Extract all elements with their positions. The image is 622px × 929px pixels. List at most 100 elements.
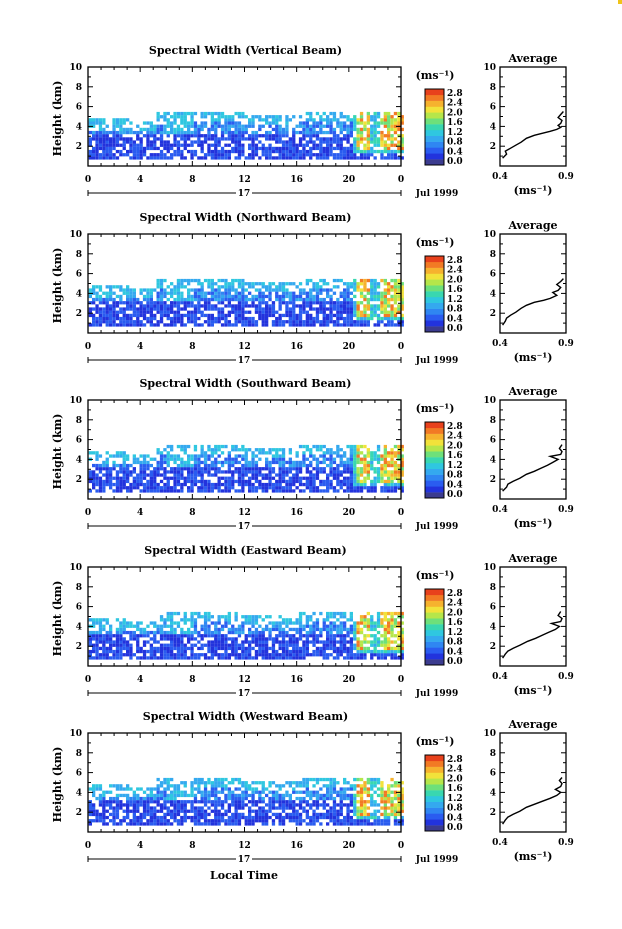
heatmap-cell xyxy=(248,146,252,151)
heatmap-cell xyxy=(200,291,204,295)
heatmap-cell xyxy=(153,301,157,305)
heatmap-cell xyxy=(132,819,136,823)
heatmap-cell xyxy=(268,482,272,487)
heatmap-cell xyxy=(132,467,136,471)
heatmap-cell xyxy=(163,624,167,628)
heatmap-cell xyxy=(146,130,150,135)
heatmap-cell xyxy=(281,640,286,644)
heatmap-cell xyxy=(332,115,337,119)
heatmap-cell xyxy=(237,153,242,157)
heatmap-cell xyxy=(112,130,116,135)
heatmap-cell xyxy=(332,118,337,122)
heatmap-cell xyxy=(397,486,401,490)
heatmap-cell xyxy=(251,454,255,458)
heatmap-cell xyxy=(326,313,330,318)
heatmap-cell xyxy=(105,630,109,635)
heatmap-cell xyxy=(254,470,259,474)
heatmap-cell xyxy=(231,288,235,292)
heatmap-cell xyxy=(373,470,377,474)
heatmap-cell xyxy=(105,790,109,794)
heatmap-cell xyxy=(326,486,330,490)
heatmap-cell xyxy=(146,460,150,465)
heatmap-cell xyxy=(326,653,330,657)
heatmap-cell xyxy=(197,473,201,477)
x-tick-label: 4 xyxy=(137,675,143,685)
heatmap-cell xyxy=(126,649,130,654)
heatmap-cell xyxy=(329,149,333,154)
heatmap-cell xyxy=(98,153,103,157)
heatmap-cell xyxy=(227,646,231,651)
heatmap-cell xyxy=(187,313,191,318)
heatmap-cell xyxy=(353,149,357,154)
heatmap-cell xyxy=(146,301,150,305)
heatmap-cell xyxy=(122,146,126,151)
heatmap-cell xyxy=(281,294,286,299)
heatmap-cell xyxy=(241,624,245,628)
heatmap-cell xyxy=(370,137,374,141)
heatmap-cell xyxy=(237,787,242,791)
heatmap-cell xyxy=(285,310,289,314)
x-tick-label: 0 xyxy=(85,342,91,352)
heatmap-cell xyxy=(295,143,299,147)
heatmap-cell xyxy=(214,143,218,147)
heatmap-cell xyxy=(275,656,279,660)
heatmap-cell xyxy=(387,630,391,635)
heatmap-cell xyxy=(136,627,140,632)
heatmap-cell xyxy=(102,297,106,302)
heatmap-cell xyxy=(234,815,238,820)
heatmap-cell xyxy=(210,646,214,651)
heatmap-cell xyxy=(288,643,292,647)
heatmap-cell xyxy=(275,621,279,625)
heatmap-cell xyxy=(366,611,370,616)
heatmap-cell xyxy=(180,153,184,157)
heatmap-cell xyxy=(224,313,228,318)
heatmap-cell xyxy=(146,793,150,798)
heatmap-cell xyxy=(393,489,398,493)
heatmap-cell xyxy=(224,121,228,125)
average-profile-line xyxy=(502,278,564,326)
heatmap-cell xyxy=(278,489,282,493)
heatmap-cell xyxy=(322,470,326,474)
heatmap-cell xyxy=(312,153,316,157)
heatmap-cell xyxy=(305,467,309,471)
heatmap-cell xyxy=(217,460,221,465)
heatmap-cell xyxy=(329,473,333,477)
heatmap-cell xyxy=(353,653,357,657)
heatmap-cell xyxy=(343,146,347,151)
heatmap-cell xyxy=(220,460,225,465)
heatmap-cell xyxy=(166,787,170,791)
heatmap-cell xyxy=(227,630,231,635)
heatmap-cell xyxy=(146,146,150,151)
heatmap-cell xyxy=(376,149,381,154)
heatmap-cell xyxy=(153,634,157,638)
heatmap-cell xyxy=(190,618,194,622)
heatmap-cell xyxy=(95,473,99,477)
heatmap-cell xyxy=(193,127,198,132)
heatmap-cell xyxy=(190,156,194,160)
heatmap-cell xyxy=(139,460,143,465)
heatmap-cell xyxy=(183,803,187,807)
heatmap-cell xyxy=(393,294,398,299)
heatmap-cell xyxy=(193,787,198,791)
heatmap-cell xyxy=(315,470,320,474)
heatmap-cell xyxy=(349,467,353,471)
heatmap-cell xyxy=(98,646,103,651)
heatmap-cell xyxy=(281,320,286,324)
heatmap-cell xyxy=(115,285,120,289)
heatmap-cell xyxy=(224,479,228,484)
heatmap-cell xyxy=(159,790,164,794)
heatmap-cell xyxy=(393,656,398,660)
heatmap-cell xyxy=(132,460,136,465)
heatmap-cell xyxy=(170,130,174,135)
heatmap-cell xyxy=(224,285,228,289)
heatmap-cell xyxy=(224,643,228,647)
heatmap-cell xyxy=(197,310,201,314)
heatmap-cell xyxy=(244,127,248,132)
heatmap-cell xyxy=(122,457,126,461)
heatmap-cell xyxy=(383,624,387,628)
heatmap-cell xyxy=(248,627,252,632)
heatmap-cell xyxy=(237,297,242,302)
heatmap-cell xyxy=(193,473,198,477)
heatmap-cell xyxy=(126,812,130,817)
heatmap-cell xyxy=(292,134,296,138)
